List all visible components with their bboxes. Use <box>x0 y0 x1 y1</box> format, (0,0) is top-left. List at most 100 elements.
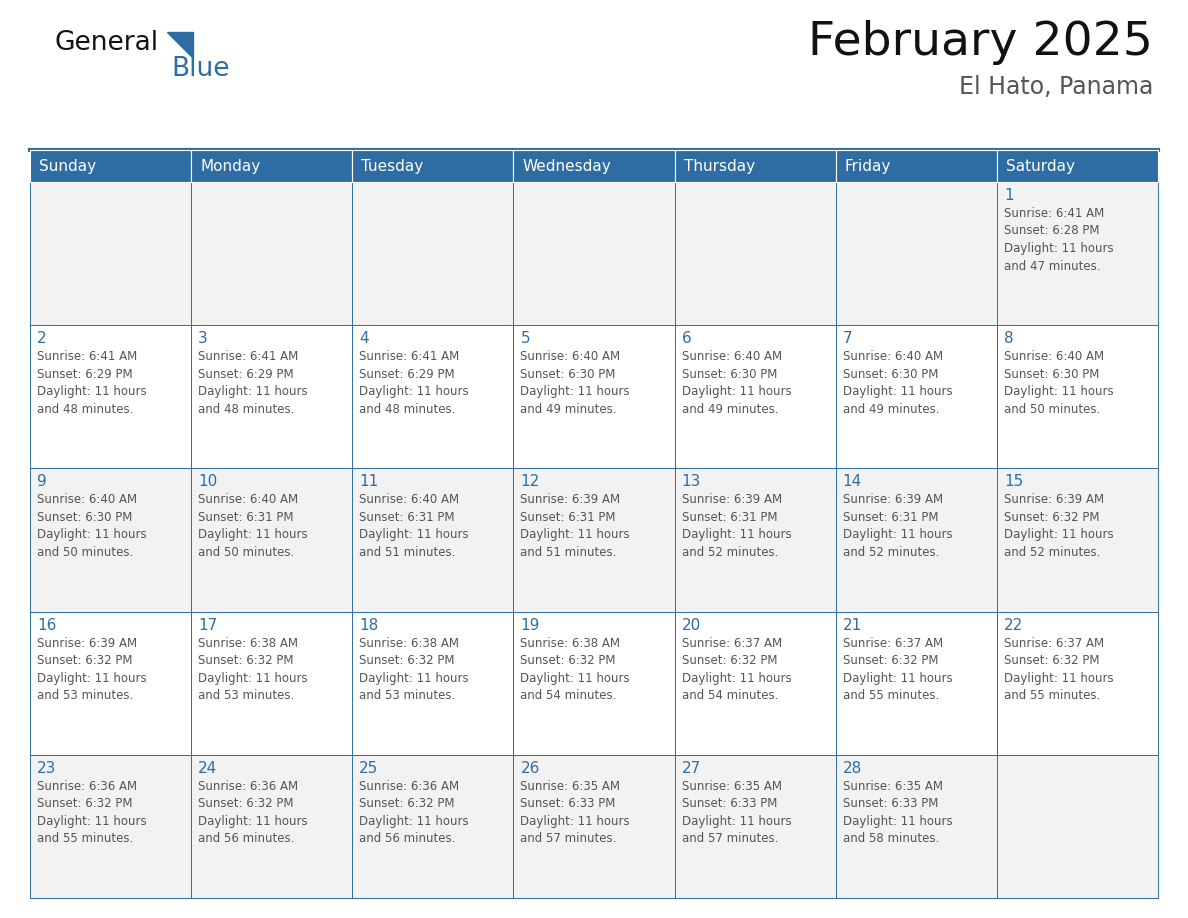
Text: Saturday: Saturday <box>1006 159 1075 174</box>
Text: Sunrise: 6:35 AM: Sunrise: 6:35 AM <box>520 779 620 793</box>
Text: Sunrise: 6:40 AM: Sunrise: 6:40 AM <box>359 493 460 507</box>
Text: 13: 13 <box>682 475 701 489</box>
Text: Daylight: 11 hours: Daylight: 11 hours <box>1004 386 1113 398</box>
Text: and 52 minutes.: and 52 minutes. <box>682 546 778 559</box>
Text: Sunset: 6:31 PM: Sunset: 6:31 PM <box>359 511 455 524</box>
Text: 22: 22 <box>1004 618 1023 633</box>
Text: Sunrise: 6:36 AM: Sunrise: 6:36 AM <box>37 779 137 793</box>
Text: Daylight: 11 hours: Daylight: 11 hours <box>37 386 146 398</box>
Text: 25: 25 <box>359 761 379 776</box>
Text: 26: 26 <box>520 761 539 776</box>
Text: Monday: Monday <box>200 159 260 174</box>
Bar <box>835 468 997 611</box>
Bar <box>353 150 513 182</box>
Text: and 49 minutes.: and 49 minutes. <box>682 403 778 416</box>
Text: and 52 minutes.: and 52 minutes. <box>842 546 939 559</box>
Bar <box>191 150 353 182</box>
Bar <box>675 611 835 755</box>
Text: and 51 minutes.: and 51 minutes. <box>359 546 456 559</box>
Text: Daylight: 11 hours: Daylight: 11 hours <box>37 529 146 542</box>
Text: 8: 8 <box>1004 331 1013 346</box>
Text: Sunset: 6:31 PM: Sunset: 6:31 PM <box>682 511 777 524</box>
Text: 2: 2 <box>37 331 46 346</box>
Text: and 54 minutes.: and 54 minutes. <box>682 689 778 702</box>
Text: and 48 minutes.: and 48 minutes. <box>37 403 133 416</box>
Bar <box>191 611 353 755</box>
Bar <box>30 755 191 898</box>
Text: 7: 7 <box>842 331 852 346</box>
Text: Sunset: 6:32 PM: Sunset: 6:32 PM <box>198 655 293 667</box>
Text: Daylight: 11 hours: Daylight: 11 hours <box>520 529 630 542</box>
Text: Daylight: 11 hours: Daylight: 11 hours <box>1004 672 1113 685</box>
Text: Daylight: 11 hours: Daylight: 11 hours <box>682 672 791 685</box>
Bar <box>191 755 353 898</box>
Text: Sunrise: 6:40 AM: Sunrise: 6:40 AM <box>198 493 298 507</box>
Text: Sunrise: 6:35 AM: Sunrise: 6:35 AM <box>682 779 782 793</box>
Text: Sunrise: 6:39 AM: Sunrise: 6:39 AM <box>520 493 620 507</box>
Text: Sunrise: 6:41 AM: Sunrise: 6:41 AM <box>37 350 138 364</box>
Text: 28: 28 <box>842 761 862 776</box>
Text: Daylight: 11 hours: Daylight: 11 hours <box>842 386 953 398</box>
Text: and 55 minutes.: and 55 minutes. <box>842 689 939 702</box>
Text: and 57 minutes.: and 57 minutes. <box>520 833 617 845</box>
Bar <box>191 468 353 611</box>
Text: Daylight: 11 hours: Daylight: 11 hours <box>520 386 630 398</box>
Text: Daylight: 11 hours: Daylight: 11 hours <box>842 529 953 542</box>
Text: Daylight: 11 hours: Daylight: 11 hours <box>198 815 308 828</box>
Text: Daylight: 11 hours: Daylight: 11 hours <box>37 672 146 685</box>
Text: February 2025: February 2025 <box>808 20 1154 65</box>
Text: Daylight: 11 hours: Daylight: 11 hours <box>520 815 630 828</box>
Text: 15: 15 <box>1004 475 1023 489</box>
Text: 5: 5 <box>520 331 530 346</box>
Text: 19: 19 <box>520 618 539 633</box>
Text: 6: 6 <box>682 331 691 346</box>
Text: Daylight: 11 hours: Daylight: 11 hours <box>842 815 953 828</box>
Text: and 55 minutes.: and 55 minutes. <box>37 833 133 845</box>
Text: Daylight: 11 hours: Daylight: 11 hours <box>682 386 791 398</box>
Text: Sunset: 6:33 PM: Sunset: 6:33 PM <box>520 798 615 811</box>
Text: Sunrise: 6:35 AM: Sunrise: 6:35 AM <box>842 779 943 793</box>
Text: 23: 23 <box>37 761 56 776</box>
Bar <box>513 182 675 325</box>
Text: and 56 minutes.: and 56 minutes. <box>359 833 456 845</box>
Text: Daylight: 11 hours: Daylight: 11 hours <box>359 672 469 685</box>
Bar <box>997 150 1158 182</box>
Bar <box>353 468 513 611</box>
Text: Sunrise: 6:39 AM: Sunrise: 6:39 AM <box>842 493 943 507</box>
Text: Friday: Friday <box>845 159 891 174</box>
Text: Daylight: 11 hours: Daylight: 11 hours <box>682 815 791 828</box>
Text: and 56 minutes.: and 56 minutes. <box>198 833 295 845</box>
Text: Daylight: 11 hours: Daylight: 11 hours <box>198 529 308 542</box>
Text: Sunset: 6:31 PM: Sunset: 6:31 PM <box>842 511 939 524</box>
Text: Sunday: Sunday <box>39 159 96 174</box>
Text: 10: 10 <box>198 475 217 489</box>
Text: Sunset: 6:31 PM: Sunset: 6:31 PM <box>520 511 615 524</box>
Text: Sunrise: 6:38 AM: Sunrise: 6:38 AM <box>198 636 298 650</box>
Text: Sunset: 6:33 PM: Sunset: 6:33 PM <box>682 798 777 811</box>
Text: and 47 minutes.: and 47 minutes. <box>1004 260 1100 273</box>
Text: 11: 11 <box>359 475 379 489</box>
Text: Sunrise: 6:38 AM: Sunrise: 6:38 AM <box>520 636 620 650</box>
Text: Sunrise: 6:36 AM: Sunrise: 6:36 AM <box>198 779 298 793</box>
Text: Sunset: 6:32 PM: Sunset: 6:32 PM <box>37 798 133 811</box>
Text: Sunrise: 6:39 AM: Sunrise: 6:39 AM <box>37 636 137 650</box>
Text: Sunset: 6:32 PM: Sunset: 6:32 PM <box>198 798 293 811</box>
Text: Tuesday: Tuesday <box>361 159 424 174</box>
Text: and 48 minutes.: and 48 minutes. <box>198 403 295 416</box>
Bar <box>675 468 835 611</box>
Bar <box>835 611 997 755</box>
Text: Sunset: 6:28 PM: Sunset: 6:28 PM <box>1004 225 1099 238</box>
Text: Sunset: 6:32 PM: Sunset: 6:32 PM <box>682 655 777 667</box>
Text: and 48 minutes.: and 48 minutes. <box>359 403 456 416</box>
Bar <box>835 182 997 325</box>
Bar <box>997 611 1158 755</box>
Text: Sunset: 6:30 PM: Sunset: 6:30 PM <box>520 368 615 381</box>
Text: and 53 minutes.: and 53 minutes. <box>359 689 455 702</box>
Text: Sunset: 6:32 PM: Sunset: 6:32 PM <box>1004 511 1099 524</box>
Bar <box>675 150 835 182</box>
Bar <box>353 325 513 468</box>
Text: Daylight: 11 hours: Daylight: 11 hours <box>198 672 308 685</box>
Bar <box>513 150 675 182</box>
Bar <box>513 325 675 468</box>
Text: and 50 minutes.: and 50 minutes. <box>1004 403 1100 416</box>
